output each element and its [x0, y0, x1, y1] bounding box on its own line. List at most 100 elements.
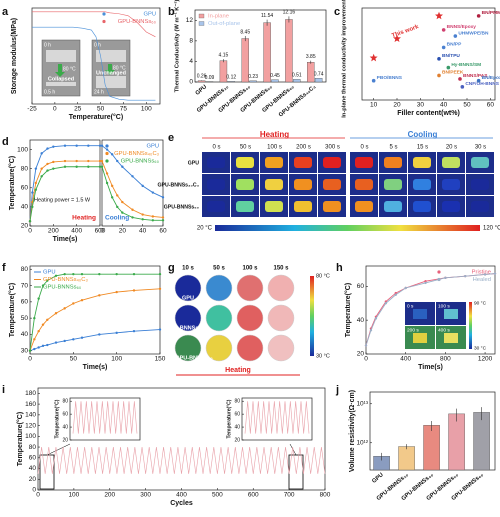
sample-image: [267, 334, 295, 362]
y-tick-label: 0: [189, 79, 193, 86]
x-tick-label: 20: [393, 102, 401, 109]
legend-swatch: [102, 12, 106, 16]
x-tick-label: 50: [463, 102, 471, 109]
x-tick-label: 50: [97, 106, 105, 113]
y-tick-label: 80: [234, 399, 240, 405]
point-label: CNF/OH-BNNS: [465, 81, 499, 87]
marker: [46, 147, 49, 150]
y-tick-label: 12: [186, 17, 194, 24]
marker: [98, 144, 102, 147]
point: [441, 28, 446, 32]
marker: [52, 167, 55, 170]
sample: [96, 50, 126, 62]
marker: [483, 273, 487, 276]
line: [244, 401, 310, 434]
y-tick-label: 60: [234, 411, 240, 417]
sample: [46, 82, 76, 86]
marker: [161, 216, 165, 219]
y-tick-label: 180: [25, 390, 36, 397]
value-label: 0.45: [270, 73, 280, 79]
marker: [364, 344, 368, 347]
marker: [151, 219, 155, 222]
bar: [398, 446, 415, 471]
y-axis-label: Temperature(°C): [226, 399, 232, 438]
value-label: 0.09: [205, 75, 215, 81]
marker: [34, 167, 38, 170]
x-tick-label: 150: [155, 356, 166, 363]
y-tick-label: 40: [21, 331, 29, 338]
x-tick-label: 0: [28, 356, 32, 363]
sample-image: [174, 304, 202, 332]
marker: [374, 317, 378, 320]
point: [476, 14, 481, 18]
thermal-sample: [355, 201, 373, 212]
y-tick-label: 60: [21, 184, 29, 191]
legend-swatch: [437, 277, 441, 282]
time-label: 10 s: [182, 266, 194, 272]
legend-swatch: [102, 19, 106, 24]
thermal-sample: [471, 179, 489, 190]
point-label: BNNS/Epoxy: [447, 24, 477, 30]
legend-label: GPU-BNNSs₄₀C₃: [114, 151, 159, 157]
marker: [141, 184, 144, 188]
thermal-sample: [471, 157, 489, 168]
marker: [87, 144, 90, 147]
star-point: [435, 11, 443, 20]
marker: [115, 290, 118, 294]
marker: [116, 205, 119, 209]
inset-label: 24 h: [94, 89, 104, 95]
thermal-sample: [355, 179, 373, 190]
x-tick-label: 400: [400, 356, 411, 363]
line: [29, 145, 100, 222]
y-tick-label: 80: [21, 165, 29, 172]
time-label: 5 s: [389, 145, 397, 151]
marker: [37, 297, 40, 300]
thermal-sample: [236, 201, 254, 212]
marker: [41, 284, 45, 287]
legend-swatch: [105, 144, 109, 148]
sample-image: [267, 304, 295, 332]
line: [29, 160, 100, 222]
marker: [28, 349, 32, 352]
point: [476, 78, 481, 83]
plot-frame: [194, 9, 327, 83]
legend-swatch: [198, 21, 205, 26]
x-tick-label: 800: [440, 356, 451, 363]
colorbar: [310, 276, 314, 356]
marker: [46, 169, 49, 172]
marker: [131, 216, 134, 219]
legend-label: GPU-BNNSs₆₀: [118, 19, 157, 25]
time-label: 100 s: [438, 303, 450, 309]
star-point: [369, 53, 378, 62]
marker: [31, 205, 34, 209]
thermal-sample: [384, 201, 402, 212]
marker: [141, 218, 144, 221]
panel-letter: h: [336, 262, 343, 274]
bar: [227, 81, 236, 83]
time-label: 20 s: [446, 145, 457, 151]
time-label: 150 s: [273, 266, 289, 272]
line: [32, 11, 156, 38]
star-point: [393, 34, 401, 43]
row-label: GPU-BNNSs₆₀: [175, 355, 213, 361]
x-tick-label: 500: [212, 492, 223, 499]
point-label: Hy-BNNS/SM: [451, 62, 481, 68]
value-label: 0.23: [248, 74, 258, 80]
y-tick-label: 40: [357, 317, 365, 324]
marker: [369, 329, 373, 332]
marker: [444, 276, 447, 280]
thermal-sample: [207, 179, 225, 190]
marker: [98, 333, 101, 336]
inset-label: 0.5 h: [44, 89, 55, 95]
marker: [121, 211, 124, 214]
thermal-sample: [207, 201, 225, 212]
x-tick-label: 100: [111, 356, 122, 363]
marker: [34, 188, 38, 191]
y-axis-label: In-plane thermal conductivity improvemen…: [342, 0, 348, 118]
panel-letter: d: [2, 136, 9, 148]
point-label: BN/PP: [447, 42, 462, 48]
marker: [110, 153, 114, 156]
marker: [151, 191, 155, 194]
legend-label: GPU: [143, 12, 156, 18]
y-tick-label: 40: [62, 424, 68, 430]
